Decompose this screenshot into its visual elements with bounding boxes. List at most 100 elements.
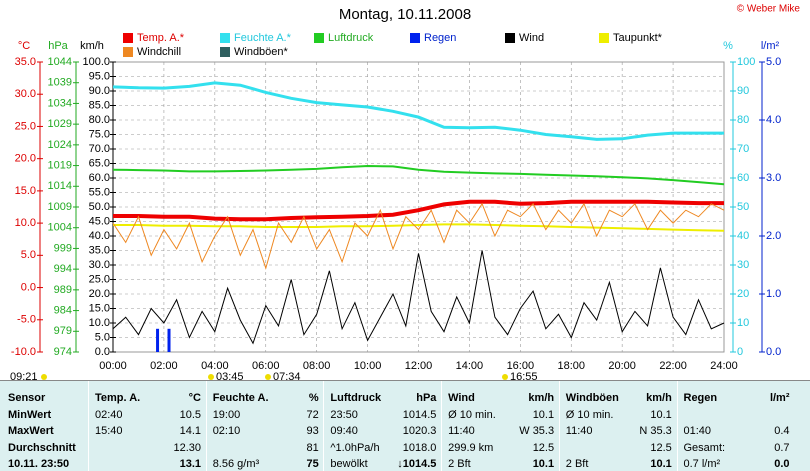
y-tick-label: 50.0 bbox=[89, 201, 110, 213]
table-cell: 12.5 bbox=[650, 442, 672, 454]
marker-icon bbox=[208, 374, 214, 380]
table-cell: Feuchte A. bbox=[212, 392, 269, 404]
y-tick-label: 5.0 bbox=[21, 249, 36, 261]
y-tick-label: 0 bbox=[737, 346, 743, 358]
legend-label: Windchill bbox=[137, 46, 181, 58]
y-tick-label: 979 bbox=[54, 325, 72, 337]
legend-label: Wind bbox=[519, 32, 544, 44]
y-tick-label: -10.0 bbox=[11, 346, 36, 358]
table-cell: 02:10 bbox=[212, 425, 241, 437]
column-separator bbox=[205, 381, 207, 471]
y-tick-label: 1014 bbox=[48, 180, 72, 192]
x-tick-label: 18:00 bbox=[557, 360, 585, 372]
y-tick-label: 50 bbox=[737, 201, 749, 213]
table-cell: 299.9 km bbox=[448, 442, 494, 454]
axis-title: km/h bbox=[80, 40, 104, 52]
y-tick-label: 30.0 bbox=[89, 259, 110, 271]
table-cell: 0.0 bbox=[774, 458, 790, 470]
y-tick-label: 1029 bbox=[48, 118, 72, 130]
legend-swatch bbox=[505, 33, 515, 43]
rain-bar bbox=[156, 328, 160, 352]
table-cell: 8.56 g/m³ bbox=[212, 458, 260, 470]
table-cell: 19:00 bbox=[212, 409, 241, 421]
y-tick-label: 20 bbox=[737, 288, 749, 300]
table-cell: 2 Bft bbox=[565, 458, 589, 470]
y-tick-label: 999 bbox=[54, 242, 72, 254]
table-cell: Luftdruck bbox=[330, 392, 382, 404]
y-tick-label: 40 bbox=[737, 230, 749, 242]
legend-label: Windböen* bbox=[234, 46, 289, 58]
legend-label: Feuchte A.* bbox=[234, 32, 292, 44]
table-cell: 12.5 bbox=[532, 442, 555, 454]
y-tick-label: 1039 bbox=[48, 77, 72, 89]
series-line bbox=[112, 250, 725, 345]
y-tick-label: 80.0 bbox=[89, 114, 110, 126]
y-tick-label: 989 bbox=[54, 284, 72, 296]
y-tick-label: 45.0 bbox=[89, 215, 110, 227]
table-cell: 0.4 bbox=[774, 425, 790, 437]
y-tick-label: 1004 bbox=[48, 222, 72, 234]
table-cell: MaxWert bbox=[8, 425, 54, 437]
y-tick-label: 10.0 bbox=[15, 217, 36, 229]
table-cell: 1020.3 bbox=[402, 425, 437, 437]
y-tick-label: 25.0 bbox=[15, 120, 36, 132]
legend-label: Luftdruck bbox=[328, 32, 374, 44]
y-tick-label: 30.0 bbox=[15, 88, 36, 100]
table-cell: 75 bbox=[306, 458, 319, 470]
table-cell: Gesamt: bbox=[683, 442, 726, 454]
table-cell: Regen bbox=[683, 392, 718, 404]
table-cell: 11:40 bbox=[448, 425, 475, 437]
table-cell: 1018.0 bbox=[402, 442, 437, 454]
y-tick-label: 10 bbox=[737, 317, 749, 329]
table-cell: 10.1 bbox=[650, 409, 672, 421]
y-tick-label: 0.0 bbox=[95, 346, 110, 358]
credit: © Weber Mike bbox=[737, 4, 801, 15]
legend-swatch bbox=[410, 33, 420, 43]
column-separator bbox=[88, 381, 89, 471]
axis-title: °C bbox=[18, 40, 30, 52]
y-tick-label: 75.0 bbox=[89, 128, 110, 140]
y-tick-label: -5.0 bbox=[17, 314, 36, 326]
series-line bbox=[113, 223, 725, 232]
x-tick-label: 02:00 bbox=[150, 360, 178, 372]
y-tick-label: 5.0 bbox=[766, 56, 781, 68]
y-tick-label: 20.0 bbox=[89, 288, 110, 300]
table-cell: Sensor bbox=[8, 392, 46, 404]
x-tick-label: 12:00 bbox=[405, 360, 433, 372]
legend-label: Temp. A.* bbox=[137, 32, 185, 44]
table-cell: 23:50 bbox=[330, 409, 358, 421]
x-tick-label: 08:00 bbox=[303, 360, 331, 372]
table-cell: Windböen bbox=[565, 392, 619, 404]
x-tick-label: 00:00 bbox=[99, 360, 127, 372]
table-cell: hPa bbox=[416, 392, 437, 404]
y-tick-label: 1009 bbox=[48, 201, 72, 213]
table-cell: N 35.3 bbox=[639, 425, 672, 437]
marker-icon bbox=[41, 374, 47, 380]
table-cell: km/h bbox=[528, 392, 555, 404]
y-tick-label: 55.0 bbox=[89, 186, 110, 198]
table-cell: 01:40 bbox=[683, 425, 712, 437]
y-tick-label: 20.0 bbox=[15, 153, 36, 165]
table-cell: % bbox=[308, 392, 319, 404]
y-tick-label: 85.0 bbox=[89, 99, 110, 111]
y-tick-label: 974 bbox=[54, 346, 72, 358]
y-tick-label: 35.0 bbox=[15, 56, 36, 68]
y-tick-label: 994 bbox=[54, 263, 72, 275]
table-cell: 15:40 bbox=[95, 425, 123, 437]
rain-bar bbox=[167, 328, 171, 352]
y-tick-label: 30 bbox=[737, 259, 749, 271]
table-cell: l/m² bbox=[769, 392, 790, 404]
table-cell: 13.1 bbox=[179, 458, 201, 470]
y-tick-label: 0.0 bbox=[21, 281, 36, 293]
chart: Montag, 10.11.2008 © Weber Mike °C -10.0 -… bbox=[10, 4, 801, 383]
y-tick-label: 35.0 bbox=[89, 244, 110, 256]
y-tick-label: 25.0 bbox=[89, 273, 110, 285]
column-separator bbox=[441, 381, 443, 471]
y-tick-label: 70 bbox=[737, 143, 749, 155]
y-tick-label: 1044 bbox=[48, 56, 72, 68]
chart-title: Montag, 10.11.2008 bbox=[339, 6, 471, 23]
y-tick-label: 15.0 bbox=[89, 302, 110, 314]
table-cell: 10.1 bbox=[532, 458, 555, 470]
x-tick-label: 10:00 bbox=[354, 360, 382, 372]
y-tick-label: 15.0 bbox=[15, 185, 36, 197]
